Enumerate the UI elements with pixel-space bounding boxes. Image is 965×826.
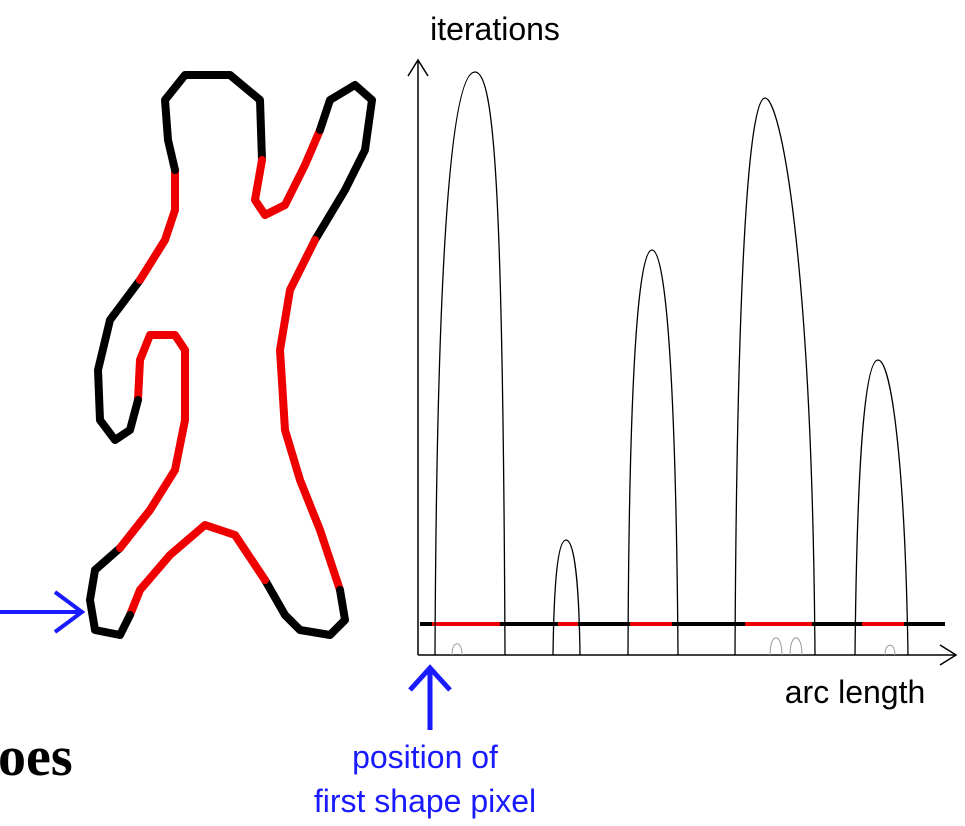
peak	[854, 359, 909, 656]
outline-segment	[136, 166, 179, 284]
outline-segment	[86, 596, 134, 639]
bump	[769, 637, 783, 656]
y-axis-arrow	[407, 58, 429, 77]
annotation-line: position of	[352, 739, 498, 775]
bump	[884, 644, 896, 656]
arrow-head	[408, 664, 452, 692]
x-axis-arrow	[939, 644, 958, 666]
bump	[451, 643, 463, 656]
position-arrow	[408, 664, 452, 730]
outline-segment	[276, 236, 344, 594]
outline-segment	[86, 544, 124, 604]
y-axis-label: iterations	[430, 11, 560, 47]
partial-title: oes	[0, 726, 73, 788]
peak	[434, 71, 506, 656]
peak	[552, 539, 581, 656]
arrow-head	[53, 590, 86, 634]
outline-segment	[261, 576, 349, 639]
outline-segment	[161, 71, 266, 174]
outline-segment	[126, 521, 269, 619]
axes	[407, 58, 958, 666]
outline-segment	[251, 126, 324, 219]
peak	[627, 249, 679, 656]
bump	[789, 637, 803, 656]
outline-segment	[116, 331, 189, 552]
start-arrow	[0, 590, 86, 634]
shape-outline	[86, 71, 376, 639]
peak	[734, 97, 816, 656]
peaks	[434, 71, 909, 656]
outline-segment	[94, 276, 144, 444]
small-bumps	[451, 637, 896, 656]
x-axis-label: arc length	[785, 674, 926, 710]
outline-segment	[311, 81, 376, 244]
annotation-line: first shape pixel	[314, 783, 536, 819]
